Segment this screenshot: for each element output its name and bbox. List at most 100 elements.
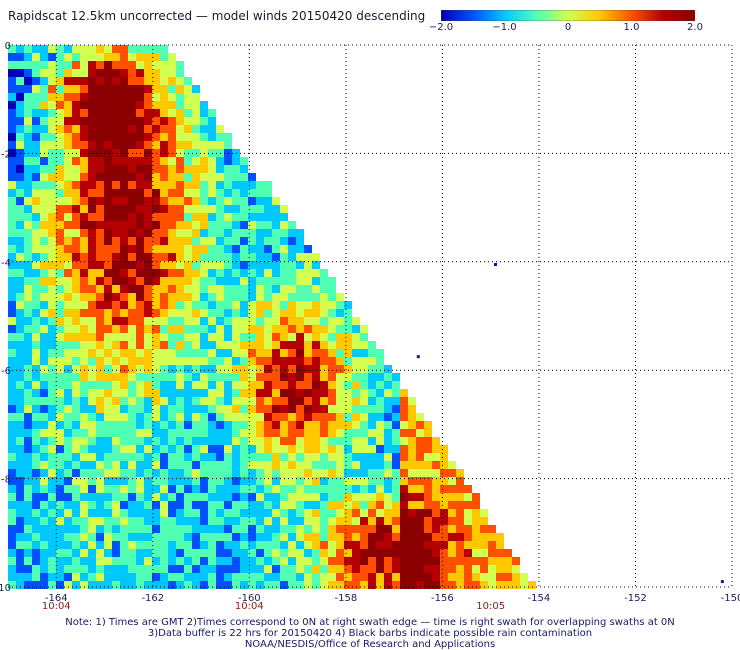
swath-cell (456, 565, 464, 573)
swath-cell (80, 141, 88, 149)
swath-cell (96, 373, 104, 381)
swath-cell (16, 197, 24, 205)
swath-cell (192, 509, 200, 517)
swath-cell (232, 573, 240, 581)
swath-cell (472, 517, 480, 525)
swath-cell (464, 501, 472, 509)
swath-cell (40, 125, 48, 133)
swath-cell (288, 509, 296, 517)
swath-cell (24, 309, 32, 317)
swath-cell (328, 525, 336, 533)
swath-cell (192, 253, 200, 261)
swath-cell (64, 445, 72, 453)
swath-cell (320, 317, 328, 325)
swath-cell (216, 125, 224, 133)
swath-cell (232, 405, 240, 413)
swath-cell (112, 421, 120, 429)
swath-cell (296, 469, 304, 477)
swath-cell (120, 549, 128, 557)
swath-cell (264, 245, 272, 253)
swath-cell (296, 277, 304, 285)
swath-cell (280, 549, 288, 557)
swath-cell (296, 365, 304, 373)
swath-cell (160, 573, 168, 581)
swath-cell (144, 245, 152, 253)
swath-cell (312, 261, 320, 269)
swath-cell (16, 61, 24, 69)
swath-cell (248, 413, 256, 421)
swath-cell (152, 325, 160, 333)
swath-cell (144, 397, 152, 405)
swath-cell (136, 501, 144, 509)
swath-cell (128, 293, 136, 301)
swath-cell (112, 117, 120, 125)
swath-cell (96, 229, 104, 237)
swath-cell (152, 533, 160, 541)
swath-cell (448, 461, 456, 469)
swath-cell (96, 53, 104, 61)
swath-cell (24, 133, 32, 141)
swath-cell (32, 421, 40, 429)
swath-cell (200, 213, 208, 221)
swath-cell (104, 405, 112, 413)
swath-cell (232, 205, 240, 213)
swath-cell (160, 301, 168, 309)
swath-cell (168, 509, 176, 517)
swath-cell (56, 317, 64, 325)
swath-cell (64, 517, 72, 525)
swath-cell (80, 229, 88, 237)
swath-cell (344, 581, 352, 589)
swath-cell (120, 333, 128, 341)
swath-cell (352, 573, 360, 581)
swath-cell (328, 437, 336, 445)
swath-cell (48, 501, 56, 509)
swath-cell (400, 413, 408, 421)
swath-cell (320, 405, 328, 413)
swath-cell (88, 421, 96, 429)
swath-cell (216, 277, 224, 285)
swath-cell (272, 541, 280, 549)
swath-cell (8, 157, 16, 165)
swath-cell (32, 253, 40, 261)
swath-cell (320, 357, 328, 365)
swath-cell (16, 173, 24, 181)
swath-cell (488, 565, 496, 573)
swath-cell (160, 517, 168, 525)
swath-cell (184, 93, 192, 101)
swath-cell (248, 253, 256, 261)
swath-cell (80, 117, 88, 125)
swath-cell (304, 405, 312, 413)
swath-cell (208, 237, 216, 245)
swath-cell (176, 157, 184, 165)
swath-cell (112, 357, 120, 365)
swath-cell (64, 557, 72, 565)
swath-cell (184, 261, 192, 269)
swath-cell (304, 541, 312, 549)
swath-cell (192, 493, 200, 501)
swath-cell (144, 533, 152, 541)
swath-cell (248, 213, 256, 221)
swath-cell (88, 133, 96, 141)
swath-cell (64, 165, 72, 173)
swath-cell (24, 333, 32, 341)
swath-cell (360, 413, 368, 421)
swath-cell (120, 501, 128, 509)
swath-cell (288, 221, 296, 229)
swath-cell (152, 565, 160, 573)
swath-cell (136, 269, 144, 277)
swath-cell (144, 285, 152, 293)
swath-cell (88, 525, 96, 533)
swath-cell (248, 261, 256, 269)
swath-cell (200, 269, 208, 277)
swath-cell (320, 477, 328, 485)
swath-cell (248, 181, 256, 189)
swath-cell (64, 365, 72, 373)
swath-cell (440, 501, 448, 509)
swath-cell (88, 325, 96, 333)
swath-cell (272, 413, 280, 421)
colorbar-label: 1.0 (623, 22, 640, 33)
swath-cell (296, 557, 304, 565)
swath-cell (112, 461, 120, 469)
swath-cell (88, 221, 96, 229)
swath-cell (192, 461, 200, 469)
